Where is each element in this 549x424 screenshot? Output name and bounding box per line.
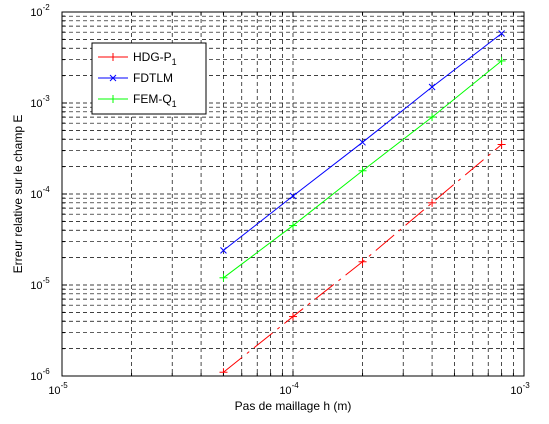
y-axis-label: Erreur relative sur le champ E (11, 115, 25, 274)
x-tick-label-exponent: -3 (523, 381, 531, 390)
legend-label-main: FEM-Q (133, 92, 172, 106)
y-tick-label-exponent: -5 (43, 276, 51, 285)
legend-label-subscript: 1 (172, 99, 177, 109)
y-tick-label-base: 10 (30, 189, 42, 201)
y-tick-label-exponent: -2 (43, 3, 51, 12)
y-tick-label-base: 10 (30, 98, 42, 110)
y-tick-label-base: 10 (30, 371, 42, 383)
y-tick-label-base: 10 (30, 7, 42, 19)
x-tick-label-base: 10 (48, 385, 60, 397)
x-tick-label-exponent: -4 (292, 381, 300, 390)
x-axis-label: Pas de maillage h (m) (235, 399, 352, 413)
legend-label-subscript: 1 (172, 57, 177, 67)
y-tick-label-exponent: -6 (43, 367, 51, 376)
legend-label: FDTLM (133, 71, 173, 85)
legend-label-main: FDTLM (133, 71, 173, 85)
y-tick-label-exponent: -4 (43, 185, 51, 194)
y-tick-label-base: 10 (30, 280, 42, 292)
x-tick-label-base: 10 (279, 385, 291, 397)
legend-label-main: HDG-P (133, 50, 172, 64)
x-tick-label-exponent: -5 (61, 381, 69, 390)
x-tick-label-base: 10 (510, 385, 522, 397)
y-tick-label-exponent: -3 (43, 94, 51, 103)
